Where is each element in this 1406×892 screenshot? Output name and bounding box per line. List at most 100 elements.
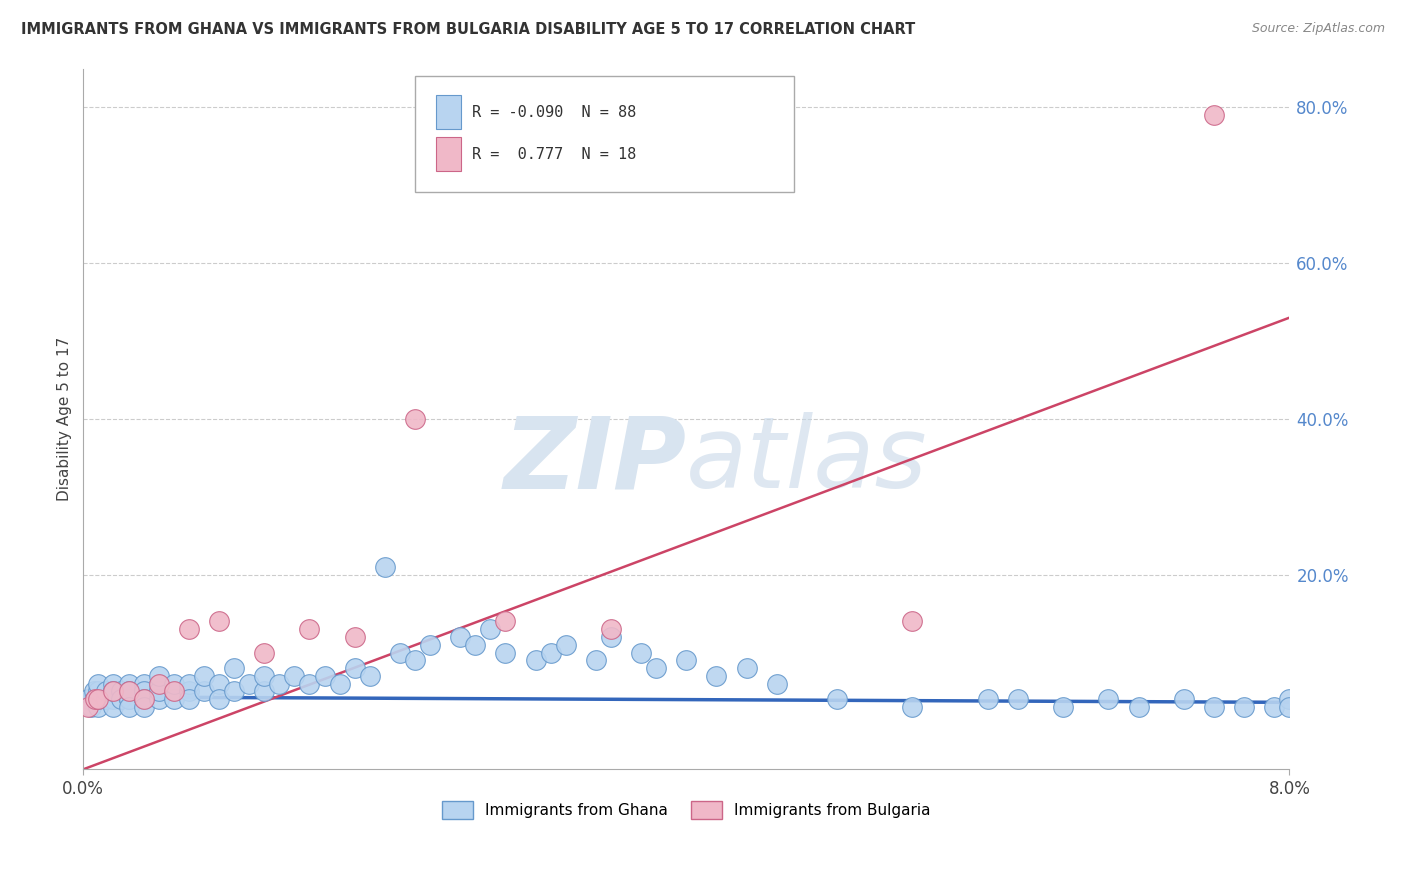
Immigrants from Ghana bbox=[87, 676, 110, 690]
Immigrants from Ghana bbox=[253, 669, 276, 683]
Immigrants from Ghana bbox=[222, 684, 245, 698]
Immigrants from Ghana bbox=[1052, 700, 1074, 714]
Immigrants from Ghana bbox=[283, 669, 305, 683]
Immigrants from Bulgaria bbox=[87, 692, 110, 706]
Immigrants from Ghana bbox=[524, 653, 547, 667]
Immigrants from Ghana bbox=[103, 700, 125, 714]
Immigrants from Ghana bbox=[238, 676, 260, 690]
Immigrants from Ghana bbox=[1233, 700, 1256, 714]
Immigrants from Ghana bbox=[388, 646, 411, 660]
Immigrants from Bulgaria bbox=[132, 692, 155, 706]
Immigrants from Bulgaria bbox=[404, 412, 426, 426]
Immigrants from Ghana bbox=[177, 692, 200, 706]
Immigrants from Ghana bbox=[706, 669, 728, 683]
Immigrants from Ghana bbox=[675, 653, 697, 667]
Immigrants from Ghana bbox=[600, 630, 623, 644]
Legend: Immigrants from Ghana, Immigrants from Bulgaria: Immigrants from Ghana, Immigrants from B… bbox=[436, 795, 936, 825]
Text: R = -0.090  N = 88: R = -0.090 N = 88 bbox=[472, 105, 637, 120]
Immigrants from Ghana bbox=[103, 684, 125, 698]
Immigrants from Ghana bbox=[84, 692, 107, 706]
Immigrants from Ghana bbox=[479, 622, 502, 636]
Immigrants from Bulgaria bbox=[494, 615, 516, 629]
Immigrants from Ghana bbox=[87, 692, 110, 706]
Immigrants from Ghana bbox=[94, 692, 117, 706]
Y-axis label: Disability Age 5 to 17: Disability Age 5 to 17 bbox=[58, 337, 72, 501]
Immigrants from Bulgaria bbox=[148, 676, 170, 690]
Immigrants from Ghana bbox=[253, 684, 276, 698]
Immigrants from Bulgaria bbox=[84, 692, 107, 706]
Immigrants from Ghana bbox=[825, 692, 848, 706]
Immigrants from Ghana bbox=[585, 653, 607, 667]
Immigrants from Ghana bbox=[103, 676, 125, 690]
Text: Source: ZipAtlas.com: Source: ZipAtlas.com bbox=[1251, 22, 1385, 36]
Immigrants from Ghana bbox=[314, 669, 336, 683]
Immigrants from Ghana bbox=[103, 684, 125, 698]
Immigrants from Ghana bbox=[132, 692, 155, 706]
Immigrants from Ghana bbox=[1173, 692, 1195, 706]
Immigrants from Ghana bbox=[177, 684, 200, 698]
Immigrants from Ghana bbox=[117, 676, 139, 690]
Immigrants from Ghana bbox=[222, 661, 245, 675]
Immigrants from Ghana bbox=[1128, 700, 1150, 714]
Immigrants from Ghana bbox=[1278, 700, 1301, 714]
Immigrants from Ghana bbox=[94, 684, 117, 698]
Immigrants from Ghana bbox=[83, 684, 105, 698]
Immigrants from Bulgaria bbox=[1202, 108, 1225, 122]
Immigrants from Ghana bbox=[76, 692, 98, 706]
Immigrants from Bulgaria bbox=[163, 684, 186, 698]
Immigrants from Ghana bbox=[103, 692, 125, 706]
Immigrants from Ghana bbox=[193, 669, 215, 683]
Immigrants from Ghana bbox=[1263, 700, 1285, 714]
Immigrants from Ghana bbox=[132, 676, 155, 690]
Immigrants from Ghana bbox=[1007, 692, 1029, 706]
Immigrants from Ghana bbox=[110, 692, 132, 706]
Immigrants from Bulgaria bbox=[901, 615, 924, 629]
Immigrants from Ghana bbox=[87, 700, 110, 714]
Immigrants from Ghana bbox=[494, 646, 516, 660]
Text: atlas: atlas bbox=[686, 412, 928, 509]
Immigrants from Ghana bbox=[208, 676, 231, 690]
Immigrants from Ghana bbox=[110, 684, 132, 698]
Immigrants from Ghana bbox=[540, 646, 562, 660]
Immigrants from Ghana bbox=[404, 653, 426, 667]
Immigrants from Ghana bbox=[208, 692, 231, 706]
Immigrants from Ghana bbox=[132, 684, 155, 698]
Immigrants from Ghana bbox=[148, 692, 170, 706]
Immigrants from Ghana bbox=[132, 692, 155, 706]
Immigrants from Ghana bbox=[765, 676, 787, 690]
Text: ZIP: ZIP bbox=[503, 412, 686, 509]
Text: R =  0.777  N = 18: R = 0.777 N = 18 bbox=[472, 147, 637, 161]
Immigrants from Ghana bbox=[343, 661, 366, 675]
Immigrants from Ghana bbox=[148, 684, 170, 698]
Immigrants from Ghana bbox=[464, 638, 486, 652]
Immigrants from Ghana bbox=[735, 661, 758, 675]
Immigrants from Bulgaria bbox=[600, 622, 623, 636]
Immigrants from Ghana bbox=[117, 684, 139, 698]
Immigrants from Ghana bbox=[449, 630, 471, 644]
Immigrants from Ghana bbox=[329, 676, 352, 690]
Immigrants from Bulgaria bbox=[208, 615, 231, 629]
Immigrants from Ghana bbox=[163, 692, 186, 706]
Immigrants from Ghana bbox=[148, 676, 170, 690]
Immigrants from Ghana bbox=[901, 700, 924, 714]
Immigrants from Ghana bbox=[977, 692, 1000, 706]
Immigrants from Ghana bbox=[163, 676, 186, 690]
Text: IMMIGRANTS FROM GHANA VS IMMIGRANTS FROM BULGARIA DISABILITY AGE 5 TO 17 CORRELA: IMMIGRANTS FROM GHANA VS IMMIGRANTS FROM… bbox=[21, 22, 915, 37]
Immigrants from Ghana bbox=[1278, 692, 1301, 706]
Immigrants from Bulgaria bbox=[253, 646, 276, 660]
Immigrants from Bulgaria bbox=[343, 630, 366, 644]
Immigrants from Bulgaria bbox=[76, 700, 98, 714]
Immigrants from Bulgaria bbox=[177, 622, 200, 636]
Immigrants from Ghana bbox=[117, 692, 139, 706]
Immigrants from Ghana bbox=[117, 684, 139, 698]
Immigrants from Ghana bbox=[645, 661, 668, 675]
Immigrants from Ghana bbox=[1097, 692, 1119, 706]
Immigrants from Ghana bbox=[630, 646, 652, 660]
Immigrants from Ghana bbox=[132, 684, 155, 698]
Immigrants from Ghana bbox=[554, 638, 576, 652]
Immigrants from Bulgaria bbox=[298, 622, 321, 636]
Immigrants from Ghana bbox=[117, 700, 139, 714]
Immigrants from Bulgaria bbox=[103, 684, 125, 698]
Immigrants from Ghana bbox=[117, 692, 139, 706]
Immigrants from Ghana bbox=[163, 684, 186, 698]
